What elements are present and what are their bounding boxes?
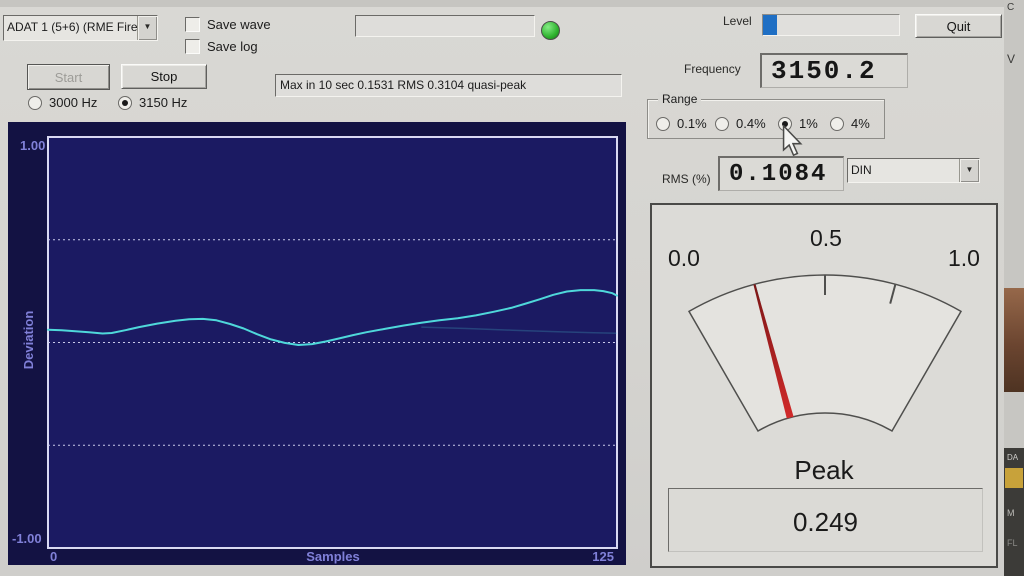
strip-text: DA (1007, 453, 1019, 462)
radio-circle-icon[interactable] (715, 116, 729, 131)
chevron-down-icon[interactable]: ▼ (959, 159, 979, 182)
frequency-label: Frequency (684, 62, 741, 76)
quit-button[interactable]: Quit (915, 14, 1002, 38)
radio-3000hz-label: 3000 Hz (49, 95, 98, 110)
range-radio-0.4[interactable]: 0.4% (715, 116, 766, 131)
peak-meter-panel: 0.0 0.5 1.0 Peak 0.249 (650, 203, 998, 568)
status-readout: Max in 10 sec 0.1531 RMS 0.3104 quasi-pe… (275, 74, 622, 97)
save-log-label: Save log (207, 39, 258, 54)
strip-text: C (1007, 2, 1015, 13)
level-meter (762, 14, 900, 36)
radio-circle-icon[interactable] (830, 116, 844, 131)
save-wave-checkbox[interactable]: Save wave (185, 17, 271, 32)
deviation-chart: 1.00 -1.00 Deviation 0 Samples 125 (8, 122, 626, 565)
weighting-value: DIN (851, 163, 872, 177)
rms-value: 0.1084 (729, 160, 828, 188)
x-min-label: 0 (50, 549, 57, 564)
deviation-chart-svg: 1.00 -1.00 Deviation 0 Samples 125 (12, 136, 618, 564)
radio-3000hz[interactable]: 3000 Hz (28, 95, 97, 110)
radio-circle-icon[interactable] (656, 116, 670, 131)
y-max-label: 1.00 (20, 138, 45, 153)
start-button[interactable]: Start (27, 64, 110, 90)
scale-label-05: 0.5 (810, 225, 842, 251)
thumbnail-image (1004, 288, 1024, 392)
range-4-label: 4% (851, 116, 870, 131)
scale-label-0: 0.0 (668, 245, 700, 271)
frequency-value-box: 3150.2 (760, 53, 908, 88)
range-0.1-label: 0.1% (677, 116, 707, 131)
wave-filename-input[interactable] (355, 15, 535, 37)
peak-meter-gauge: 0.0 0.5 1.0 (668, 225, 980, 433)
rms-label: RMS (%) (662, 172, 711, 186)
deviation-trace (47, 289, 618, 346)
signal-led (541, 21, 560, 40)
save-log-checkbox[interactable]: Save log (185, 39, 258, 54)
x-max-label: 125 (592, 549, 614, 564)
weighting-dropdown[interactable]: DIN ▼ (847, 158, 980, 183)
gauge-dial-face (687, 274, 963, 433)
range-1-label: 1% (799, 116, 818, 131)
range-group-label: Range (658, 92, 702, 106)
range-group (647, 99, 885, 139)
gauge-tick (889, 284, 897, 304)
strip-dark-panel: DA M FL (1004, 448, 1024, 576)
radio-circle-icon[interactable] (778, 116, 792, 131)
strip-text: M (1007, 508, 1015, 518)
strip-text: FL (1007, 538, 1018, 548)
scale-label-1: 1.0 (948, 245, 980, 271)
level-meter-fill (763, 15, 777, 35)
peak-value: 0.249 (668, 488, 983, 552)
radio-3150hz-label: 3150 Hz (139, 95, 188, 110)
range-radio-1[interactable]: 1% (778, 116, 818, 131)
meter-needle (753, 284, 794, 419)
radio-3150hz[interactable]: 3150 Hz (118, 95, 187, 110)
stop-button[interactable]: Stop (121, 64, 207, 89)
plot-area (47, 136, 618, 549)
ghost-trace (421, 326, 618, 335)
peak-label: Peak (794, 455, 854, 485)
chevron-down-icon[interactable]: ▼ (137, 16, 157, 40)
radio-circle-icon[interactable] (118, 95, 132, 110)
range-radio-0.1[interactable]: 0.1% (656, 116, 707, 131)
y-axis-title: Deviation (21, 311, 36, 370)
input-device-dropdown[interactable]: ADAT 1 (5+6) (RME Fire ▼ (3, 15, 158, 41)
range-radio-4[interactable]: 4% (830, 116, 870, 131)
strip-text: V (1007, 52, 1016, 66)
save-wave-label: Save wave (207, 17, 271, 32)
x-axis-title: Samples (306, 549, 359, 564)
y-min-label: -1.00 (12, 531, 42, 546)
input-device-value: ADAT 1 (5+6) (RME Fire (7, 20, 137, 34)
frequency-value: 3150.2 (771, 56, 877, 86)
strip-icon (1005, 468, 1023, 488)
level-label: Level (723, 14, 752, 28)
radio-circle-icon[interactable] (28, 95, 42, 110)
range-0.4-label: 0.4% (736, 116, 766, 131)
checkbox-box-icon[interactable] (185, 17, 200, 32)
background-desktop-strip: C V DA M FL (1004, 0, 1024, 576)
checkbox-box-icon[interactable] (185, 39, 200, 54)
rms-value-box: 0.1084 (718, 156, 844, 191)
